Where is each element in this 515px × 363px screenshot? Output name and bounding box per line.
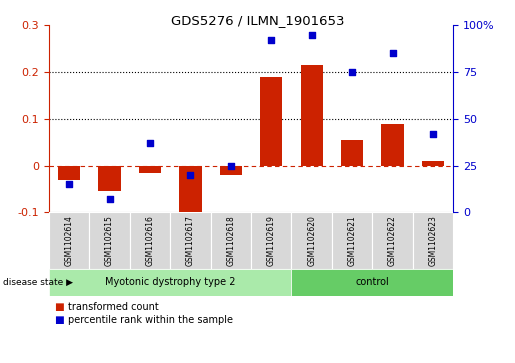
Text: control: control — [355, 277, 389, 287]
Text: percentile rank within the sample: percentile rank within the sample — [68, 315, 233, 325]
Point — [106, 196, 114, 202]
Bar — [170, 212, 211, 269]
Point — [388, 50, 397, 56]
Bar — [301, 65, 323, 166]
Bar — [291, 269, 453, 296]
Bar — [372, 212, 413, 269]
Bar — [413, 212, 453, 269]
Point — [348, 69, 356, 75]
Text: disease state ▶: disease state ▶ — [3, 278, 73, 287]
Text: GSM1102623: GSM1102623 — [428, 215, 437, 266]
Bar — [90, 212, 130, 269]
Bar — [179, 166, 201, 215]
Text: GSM1102622: GSM1102622 — [388, 215, 397, 266]
Bar — [422, 161, 444, 166]
Text: GDS5276 / ILMN_1901653: GDS5276 / ILMN_1901653 — [171, 14, 344, 27]
Text: Myotonic dystrophy type 2: Myotonic dystrophy type 2 — [105, 277, 235, 287]
Bar — [332, 212, 372, 269]
Text: GSM1102617: GSM1102617 — [186, 215, 195, 266]
Point — [307, 32, 316, 38]
Point — [65, 182, 73, 187]
Bar — [291, 212, 332, 269]
Bar — [98, 166, 121, 191]
Text: GSM1102614: GSM1102614 — [65, 215, 74, 266]
Text: GSM1102621: GSM1102621 — [348, 215, 356, 266]
Text: transformed count: transformed count — [68, 302, 159, 312]
Text: GSM1102619: GSM1102619 — [267, 215, 276, 266]
Point — [267, 37, 276, 43]
Point — [146, 140, 154, 146]
Bar — [260, 77, 282, 166]
Text: ■: ■ — [54, 302, 64, 312]
Bar — [49, 212, 90, 269]
Point — [429, 131, 437, 137]
Text: ■: ■ — [54, 315, 64, 325]
Text: GSM1102616: GSM1102616 — [146, 215, 154, 266]
Bar — [220, 166, 242, 175]
Bar — [251, 212, 291, 269]
Text: GSM1102620: GSM1102620 — [307, 215, 316, 266]
Bar — [211, 212, 251, 269]
Bar — [130, 212, 170, 269]
Bar — [49, 269, 291, 296]
Text: GSM1102618: GSM1102618 — [227, 215, 235, 266]
Bar — [58, 166, 80, 180]
Point — [186, 172, 195, 178]
Bar — [382, 123, 404, 166]
Point — [227, 163, 235, 168]
Bar — [139, 166, 161, 173]
Bar — [341, 140, 363, 166]
Text: GSM1102615: GSM1102615 — [105, 215, 114, 266]
